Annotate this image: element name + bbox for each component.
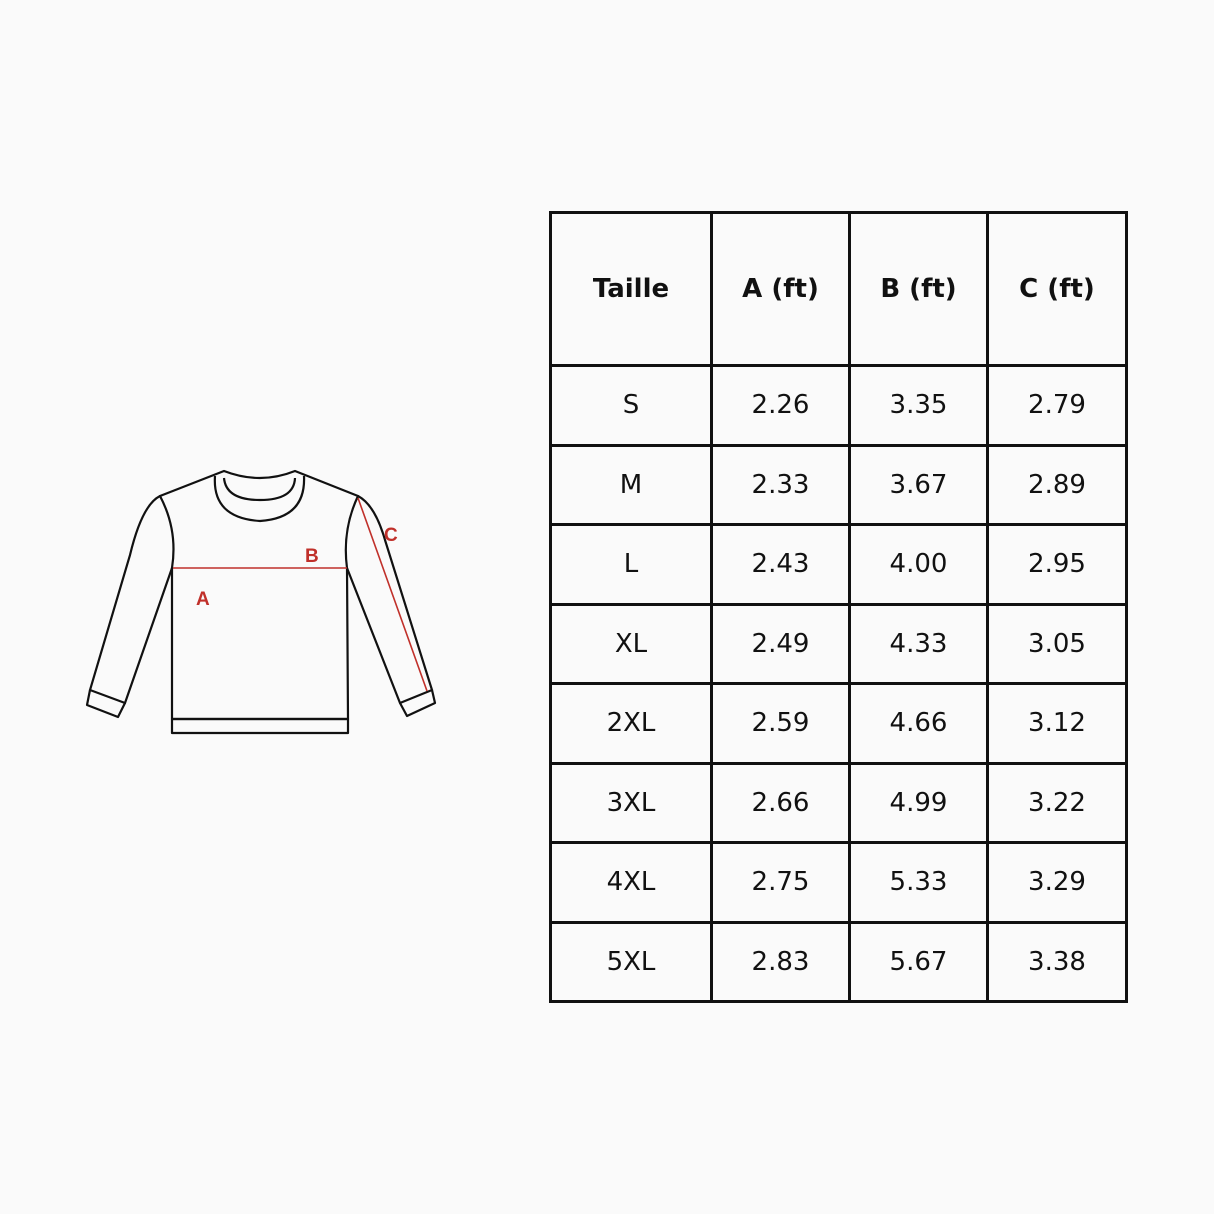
table-row: 5XL 2.83 5.67 3.38 xyxy=(549,920,1128,1003)
table-row: 2XL 2.59 4.66 3.12 xyxy=(549,682,1128,765)
table-header-row: Taille A (ft) B (ft) C (ft) xyxy=(549,211,1128,367)
table-cell: 2.75 xyxy=(710,841,851,924)
table-cell: 2.95 xyxy=(986,523,1128,606)
table-row: L 2.43 4.00 2.95 xyxy=(549,523,1128,606)
table-cell: 5.33 xyxy=(848,841,989,924)
table-row: 4XL 2.75 5.33 3.29 xyxy=(549,841,1128,924)
label-c: C xyxy=(384,525,398,546)
table-row: M 2.33 3.67 2.89 xyxy=(549,443,1128,526)
table-cell: 3.22 xyxy=(986,761,1128,844)
table-cell: 4.00 xyxy=(848,523,989,606)
table-cell: 2.89 xyxy=(986,443,1128,526)
collar xyxy=(213,475,306,523)
table-cell: 4.99 xyxy=(848,761,989,844)
label-b: B xyxy=(305,546,319,567)
table-cell: 5.67 xyxy=(848,920,989,1003)
table-cell: 3.35 xyxy=(848,364,989,447)
table-cell: 3.05 xyxy=(986,602,1128,685)
left-sleeve xyxy=(88,495,174,705)
measure-line-c xyxy=(357,497,428,692)
table-cell: 2.33 xyxy=(710,443,851,526)
header-b: B (ft) xyxy=(848,211,989,367)
table-row: XL 2.49 4.33 3.05 xyxy=(549,602,1128,685)
table-cell: L xyxy=(549,523,713,606)
table-cell: 2.66 xyxy=(710,761,851,844)
header-size: Taille xyxy=(549,211,713,367)
table-cell: 4XL xyxy=(549,841,713,924)
table-cell: 4.66 xyxy=(848,682,989,765)
table-cell: 3.12 xyxy=(986,682,1128,765)
table-cell: 2.26 xyxy=(710,364,851,447)
table-row: 3XL 2.66 4.99 3.22 xyxy=(549,761,1128,844)
table-cell: 3XL xyxy=(549,761,713,844)
table-cell: 2XL xyxy=(549,682,713,765)
table-cell: 5XL xyxy=(549,920,713,1003)
table-cell: 3.38 xyxy=(986,920,1128,1003)
table-cell: 2.59 xyxy=(710,682,851,765)
table-cell: 3.29 xyxy=(986,841,1128,924)
right-sleeve xyxy=(345,495,434,705)
header-a: A (ft) xyxy=(710,211,851,367)
table-cell: S xyxy=(549,364,713,447)
size-chart-table: Taille A (ft) B (ft) C (ft) S 2.26 3.35 2.7… xyxy=(549,211,1128,1003)
label-a: A xyxy=(196,589,210,610)
table-cell: XL xyxy=(549,602,713,685)
table-cell: 2.43 xyxy=(710,523,851,606)
table-cell: 2.83 xyxy=(710,920,851,1003)
table-cell: M xyxy=(549,443,713,526)
table-cell: 2.49 xyxy=(710,602,851,685)
header-c: C (ft) xyxy=(986,211,1128,367)
table-cell: 4.33 xyxy=(848,602,989,685)
sweater-outline xyxy=(158,469,360,721)
table-row: S 2.26 3.35 2.79 xyxy=(549,364,1128,447)
table-cell: 3.67 xyxy=(848,443,989,526)
table-cell: 2.79 xyxy=(986,364,1128,447)
